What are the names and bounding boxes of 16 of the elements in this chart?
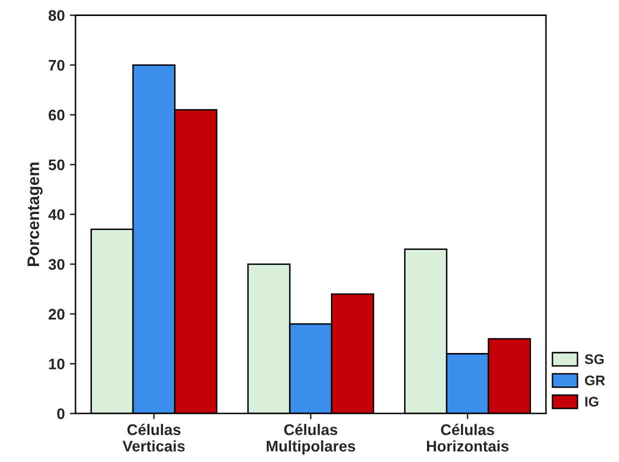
y-tick-label: 80 [48,10,64,21]
legend-label: IG [585,396,598,407]
y-axis-title: Porcentagem [28,162,43,266]
legend-label: GR [584,376,605,386]
x-tick-label: Células Horizontais [426,424,509,452]
y-tick-label: 30 [48,259,64,270]
y-tick-label: 10 [49,358,64,370]
legend-label: SG [584,354,604,364]
x-tick-label: Células Multipolares [266,424,356,455]
y-tick-label: 40 [48,209,64,220]
y-tick-label: 70 [48,60,64,71]
y-tick-label: 60 [48,110,64,120]
y-tick-label: 20 [48,308,64,320]
y-tick-label: 0 [57,408,64,420]
y-tick-label: 50 [48,159,64,170]
x-tick-label: Células Verticais [122,424,185,452]
